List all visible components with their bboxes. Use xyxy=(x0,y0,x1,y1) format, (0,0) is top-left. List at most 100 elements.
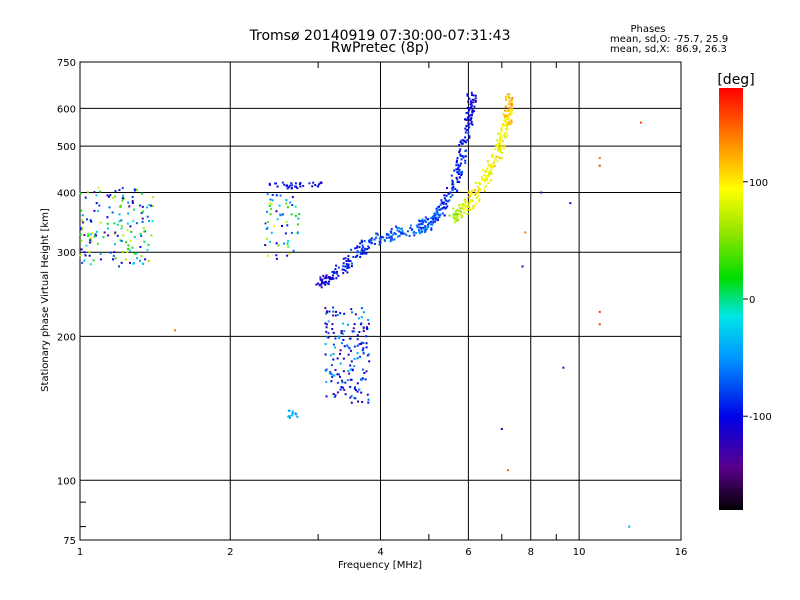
data-point xyxy=(392,233,395,236)
data-point xyxy=(477,191,480,194)
data-point xyxy=(268,204,271,207)
data-point xyxy=(455,164,458,167)
data-point xyxy=(510,100,513,103)
data-points xyxy=(79,91,642,528)
data-point xyxy=(413,230,416,233)
data-point xyxy=(287,240,290,242)
data-point xyxy=(288,415,291,417)
data-point xyxy=(430,217,433,220)
data-point xyxy=(375,236,377,239)
data-point xyxy=(297,217,300,220)
data-point xyxy=(502,147,505,150)
data-point xyxy=(367,319,370,321)
data-point xyxy=(367,245,370,248)
data-point xyxy=(469,208,472,211)
data-point xyxy=(461,215,464,217)
phases-heading: Phases xyxy=(630,24,665,35)
data-point xyxy=(508,106,511,109)
data-point xyxy=(80,209,83,212)
data-point xyxy=(485,178,488,181)
data-point xyxy=(500,428,503,430)
data-point xyxy=(397,227,400,229)
data-point xyxy=(378,240,381,243)
data-point xyxy=(80,239,83,242)
data-point xyxy=(290,187,293,190)
data-point xyxy=(322,274,325,277)
data-point xyxy=(128,249,131,252)
data-point xyxy=(292,249,295,252)
data-point xyxy=(433,212,436,215)
data-point xyxy=(268,183,271,186)
data-point xyxy=(367,322,370,325)
data-point xyxy=(431,215,434,218)
data-point xyxy=(455,168,458,171)
data-point xyxy=(112,258,114,261)
data-point xyxy=(325,310,328,313)
data-point xyxy=(133,208,136,211)
x-axis-label: Frequency [MHz] xyxy=(338,560,422,571)
data-point xyxy=(466,107,469,109)
data-point xyxy=(367,353,370,356)
data-point xyxy=(455,161,458,164)
data-point xyxy=(468,135,471,138)
data-point xyxy=(133,188,136,191)
data-point xyxy=(326,336,329,339)
data-point xyxy=(503,120,506,123)
data-point xyxy=(80,219,83,222)
data-point xyxy=(464,200,467,203)
data-point xyxy=(385,236,388,239)
data-point xyxy=(342,268,345,271)
data-point xyxy=(342,265,345,268)
data-point xyxy=(114,257,117,260)
data-point xyxy=(466,139,469,142)
data-point xyxy=(415,232,417,234)
data-point xyxy=(460,207,463,210)
data-point xyxy=(470,116,473,119)
data-point xyxy=(439,203,442,206)
y-axis-ticks: 75 100 200 300 400 500 600 750 xyxy=(57,58,76,547)
data-point xyxy=(467,111,470,114)
data-point xyxy=(330,364,333,367)
data-point xyxy=(294,214,297,217)
data-point xyxy=(118,189,121,191)
data-point xyxy=(346,344,349,347)
data-point xyxy=(289,416,291,419)
data-point xyxy=(330,373,333,376)
data-point xyxy=(144,258,147,261)
data-point xyxy=(495,155,498,158)
data-point xyxy=(337,314,339,316)
data-point xyxy=(467,192,470,194)
data-point xyxy=(289,184,291,187)
data-point xyxy=(269,213,272,216)
data-point xyxy=(366,354,369,357)
data-point xyxy=(488,164,491,167)
data-point xyxy=(88,254,91,257)
y-tick-label: 200 xyxy=(57,332,76,343)
data-point xyxy=(471,189,474,192)
y-axis-label: Stationary phase Virtual Height [km] xyxy=(40,208,51,392)
x-tick-label: 2 xyxy=(227,547,233,558)
data-point xyxy=(324,353,327,356)
data-point xyxy=(368,360,371,363)
data-point xyxy=(290,182,293,185)
data-point xyxy=(464,162,467,165)
data-point xyxy=(358,331,361,333)
data-point xyxy=(432,219,435,222)
data-point xyxy=(500,129,503,132)
data-point xyxy=(267,221,270,223)
data-point xyxy=(332,343,335,346)
data-point xyxy=(496,160,499,163)
data-point xyxy=(343,330,346,333)
data-point xyxy=(405,234,408,237)
data-point xyxy=(478,200,481,203)
data-point xyxy=(275,210,278,213)
data-point xyxy=(106,194,109,197)
data-point xyxy=(452,207,455,210)
data-point xyxy=(442,207,444,210)
data-point xyxy=(281,225,283,227)
data-point xyxy=(461,170,464,173)
data-point xyxy=(446,187,448,190)
data-point xyxy=(356,338,359,341)
data-point xyxy=(483,174,486,177)
data-point xyxy=(326,282,329,285)
